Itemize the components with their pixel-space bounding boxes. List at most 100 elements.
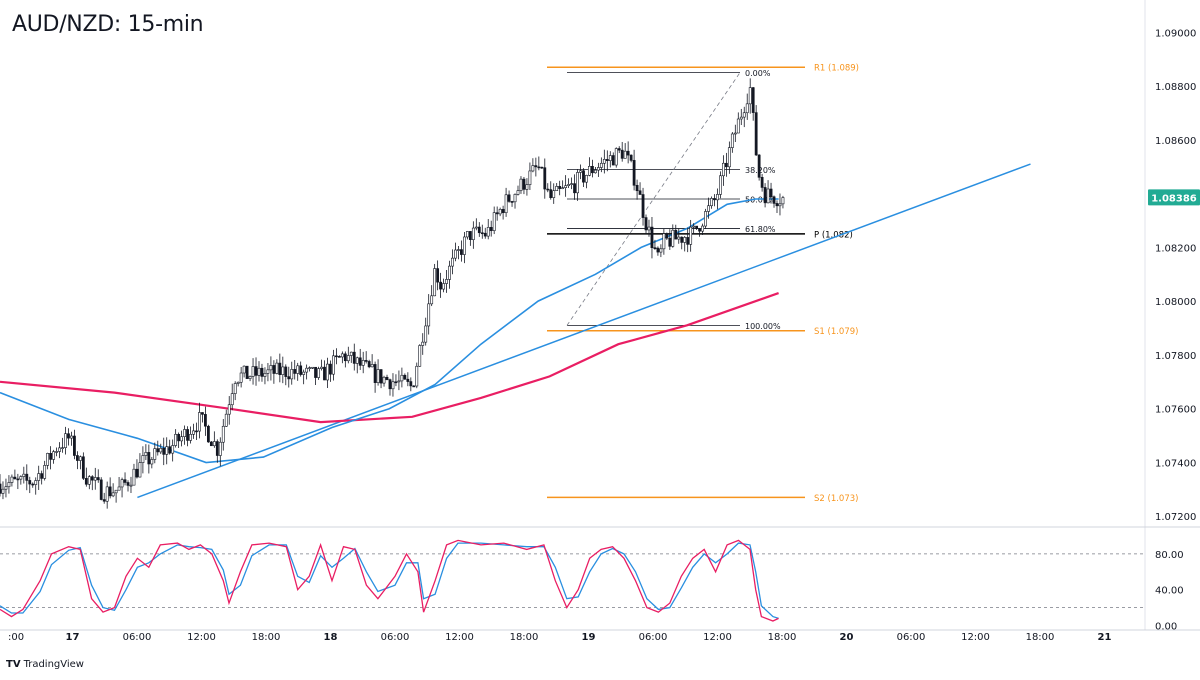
candle-body <box>308 367 312 369</box>
candle-body <box>442 283 445 290</box>
candle-body <box>632 160 636 186</box>
candle-body <box>296 365 300 374</box>
candle-body <box>748 87 752 105</box>
time-tick-label: 06:00 <box>639 632 668 643</box>
candle-body <box>126 482 130 486</box>
candle-body <box>22 473 26 477</box>
price-tick-label: 1.07400 <box>1155 458 1196 469</box>
candle-body <box>385 376 389 380</box>
candle-body <box>28 480 32 485</box>
candle-body <box>78 456 82 461</box>
price-tick-label: 1.07200 <box>1155 512 1196 523</box>
stoch-k-line <box>0 539 779 622</box>
candle-body <box>480 232 484 235</box>
brand-watermark: TV TradingView <box>6 659 84 670</box>
candle-body <box>403 374 407 380</box>
candle-body <box>736 118 740 134</box>
candle-body <box>394 381 398 384</box>
candle-body <box>67 433 70 439</box>
candle-body <box>361 360 365 366</box>
candle-body <box>218 441 222 456</box>
candle-body <box>477 226 481 234</box>
candle-body <box>716 194 719 201</box>
candle-body <box>689 226 693 245</box>
candle-body <box>424 325 428 343</box>
oscillator-tick-label: 40.00 <box>1155 586 1184 597</box>
candle-body <box>757 154 761 178</box>
level-label: R1 (1.089) <box>814 64 859 74</box>
candle-body <box>489 227 493 231</box>
candle-body <box>635 184 639 192</box>
candle-body <box>754 112 758 156</box>
candle-body <box>239 372 243 383</box>
price-tick-label: 1.08000 <box>1155 297 1196 308</box>
candle-body <box>49 453 53 460</box>
candle-body <box>236 381 240 384</box>
candle-body <box>772 196 776 204</box>
candle-body <box>337 356 341 358</box>
candle-body <box>585 175 588 183</box>
candle-body <box>183 429 186 437</box>
candle-body <box>159 447 163 453</box>
price-tick-label: 1.08600 <box>1155 136 1196 147</box>
candle-body <box>463 236 466 255</box>
candle-body <box>498 209 502 215</box>
candle-body <box>781 197 785 205</box>
candle-body <box>561 187 565 189</box>
candle-body <box>242 365 246 374</box>
candle-body <box>58 447 61 452</box>
time-tick-label: 19 <box>582 632 596 643</box>
level-label: S1 (1.079) <box>814 327 858 337</box>
candle-body <box>343 353 347 362</box>
candle-body <box>141 455 145 463</box>
stoch-d-line <box>0 542 779 620</box>
candle-body <box>457 249 460 251</box>
fib-trend-line <box>566 72 741 326</box>
price-tick-label: 1.07600 <box>1155 405 1196 416</box>
candle-body <box>329 363 332 375</box>
candle-body <box>99 479 103 500</box>
candle-body <box>421 341 425 346</box>
candle-body <box>724 162 728 168</box>
time-tick-label: 06:00 <box>381 632 410 643</box>
candle-body <box>427 303 431 327</box>
candle-body <box>525 184 529 190</box>
candle-body <box>40 473 44 479</box>
candle-body <box>460 249 463 255</box>
candle-body <box>474 226 478 229</box>
candle-body <box>614 148 618 166</box>
candle-body <box>34 480 38 485</box>
candle-body <box>683 237 687 243</box>
candle-body <box>531 165 535 172</box>
candle-body <box>43 465 47 479</box>
candle-body <box>162 447 166 455</box>
candle-body <box>367 361 371 368</box>
candle-body <box>507 194 511 202</box>
candle-body <box>293 369 297 374</box>
candle-body <box>346 355 350 362</box>
candle-body <box>117 486 121 491</box>
fib-label: 100.00% <box>745 322 781 331</box>
candle-body <box>775 203 779 207</box>
candle-body <box>376 369 380 383</box>
candle-body <box>13 476 17 480</box>
time-tick-label: 21 <box>1098 632 1112 643</box>
candle-body <box>147 452 151 465</box>
candle-body <box>626 150 630 156</box>
candle-body <box>96 477 100 481</box>
candle-body <box>745 103 749 114</box>
candle-body <box>591 166 594 174</box>
candle-body <box>31 483 35 486</box>
candle-body <box>433 268 437 297</box>
candle-body <box>227 404 231 415</box>
candle-body <box>733 132 737 135</box>
candle-body <box>204 414 207 427</box>
candle-body <box>111 492 115 497</box>
candle-body <box>418 345 422 367</box>
candle-body <box>638 190 642 195</box>
candle-body <box>206 425 210 443</box>
candle-body <box>138 462 142 478</box>
candle-body <box>180 436 183 442</box>
candle-body <box>552 190 556 198</box>
candle-body <box>495 212 499 215</box>
